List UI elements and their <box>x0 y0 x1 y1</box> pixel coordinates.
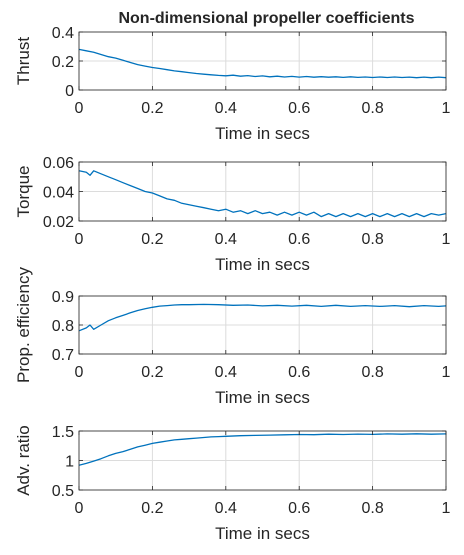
x-tick-label: 0 <box>75 231 84 248</box>
y-axis-label: Torque <box>14 166 33 218</box>
y-tick-label: 0 <box>65 83 74 100</box>
x-tick-label: 0.4 <box>215 364 237 381</box>
y-tick-label: 0.2 <box>52 54 74 71</box>
x-tick-label: 0.8 <box>361 500 383 517</box>
y-tick-label: 0.04 <box>43 185 74 202</box>
y-axis-label: Prop. efficiency <box>14 267 33 383</box>
x-tick-label: 0.2 <box>141 364 163 381</box>
x-tick-label: 0.6 <box>288 231 310 248</box>
y-tick-label: 0.02 <box>43 214 74 231</box>
x-tick-label: 0.2 <box>141 231 163 248</box>
chart-title: Non-dimensional propeller coefficients <box>118 10 414 27</box>
x-tick-label: 0 <box>75 500 84 517</box>
y-tick-label: 0.5 <box>52 483 74 500</box>
x-tick-label: 0 <box>75 100 84 117</box>
x-tick-label: 0.8 <box>361 231 383 248</box>
x-tick-label: 0.6 <box>288 500 310 517</box>
y-tick-label: 1.5 <box>52 424 74 441</box>
y-axis-label: Adv. ratio <box>14 425 33 496</box>
y-tick-label: 0.06 <box>43 155 74 172</box>
x-tick-label: 0.4 <box>215 500 237 517</box>
series-line-4-1 <box>78 433 447 466</box>
x-tick-label: 0.4 <box>215 100 237 117</box>
y-tick-label: 0.8 <box>52 318 74 335</box>
x-axis-label: Time in secs <box>215 255 310 274</box>
x-axis-label: Time in secs <box>215 524 310 543</box>
y-tick-label: 0.4 <box>52 25 74 42</box>
x-tick-label: 0.6 <box>288 100 310 117</box>
y-tick-label: 0.9 <box>52 289 74 306</box>
y-axis-label: Thrust <box>14 37 33 85</box>
x-tick-label: 0.8 <box>361 364 383 381</box>
x-axis-label: Time in secs <box>215 388 310 407</box>
x-tick-label: 1 <box>442 231 451 248</box>
series-line-3-1 <box>78 303 447 332</box>
x-tick-label: 0.4 <box>215 231 237 248</box>
y-tick-label: 0.7 <box>52 347 74 364</box>
x-tick-label: 1 <box>442 100 451 117</box>
x-tick-label: 0.8 <box>361 100 383 117</box>
x-tick-label: 0 <box>75 364 84 381</box>
series-line-2-1 <box>78 170 447 218</box>
x-tick-label: 0.2 <box>141 500 163 517</box>
x-tick-label: 0.6 <box>288 364 310 381</box>
x-tick-label: 1 <box>442 500 451 517</box>
x-axis-label: Time in secs <box>215 124 310 143</box>
series-line-1-1 <box>78 48 447 79</box>
y-tick-label: 1 <box>65 454 74 471</box>
x-tick-label: 1 <box>442 364 451 381</box>
x-tick-label: 0.2 <box>141 100 163 117</box>
